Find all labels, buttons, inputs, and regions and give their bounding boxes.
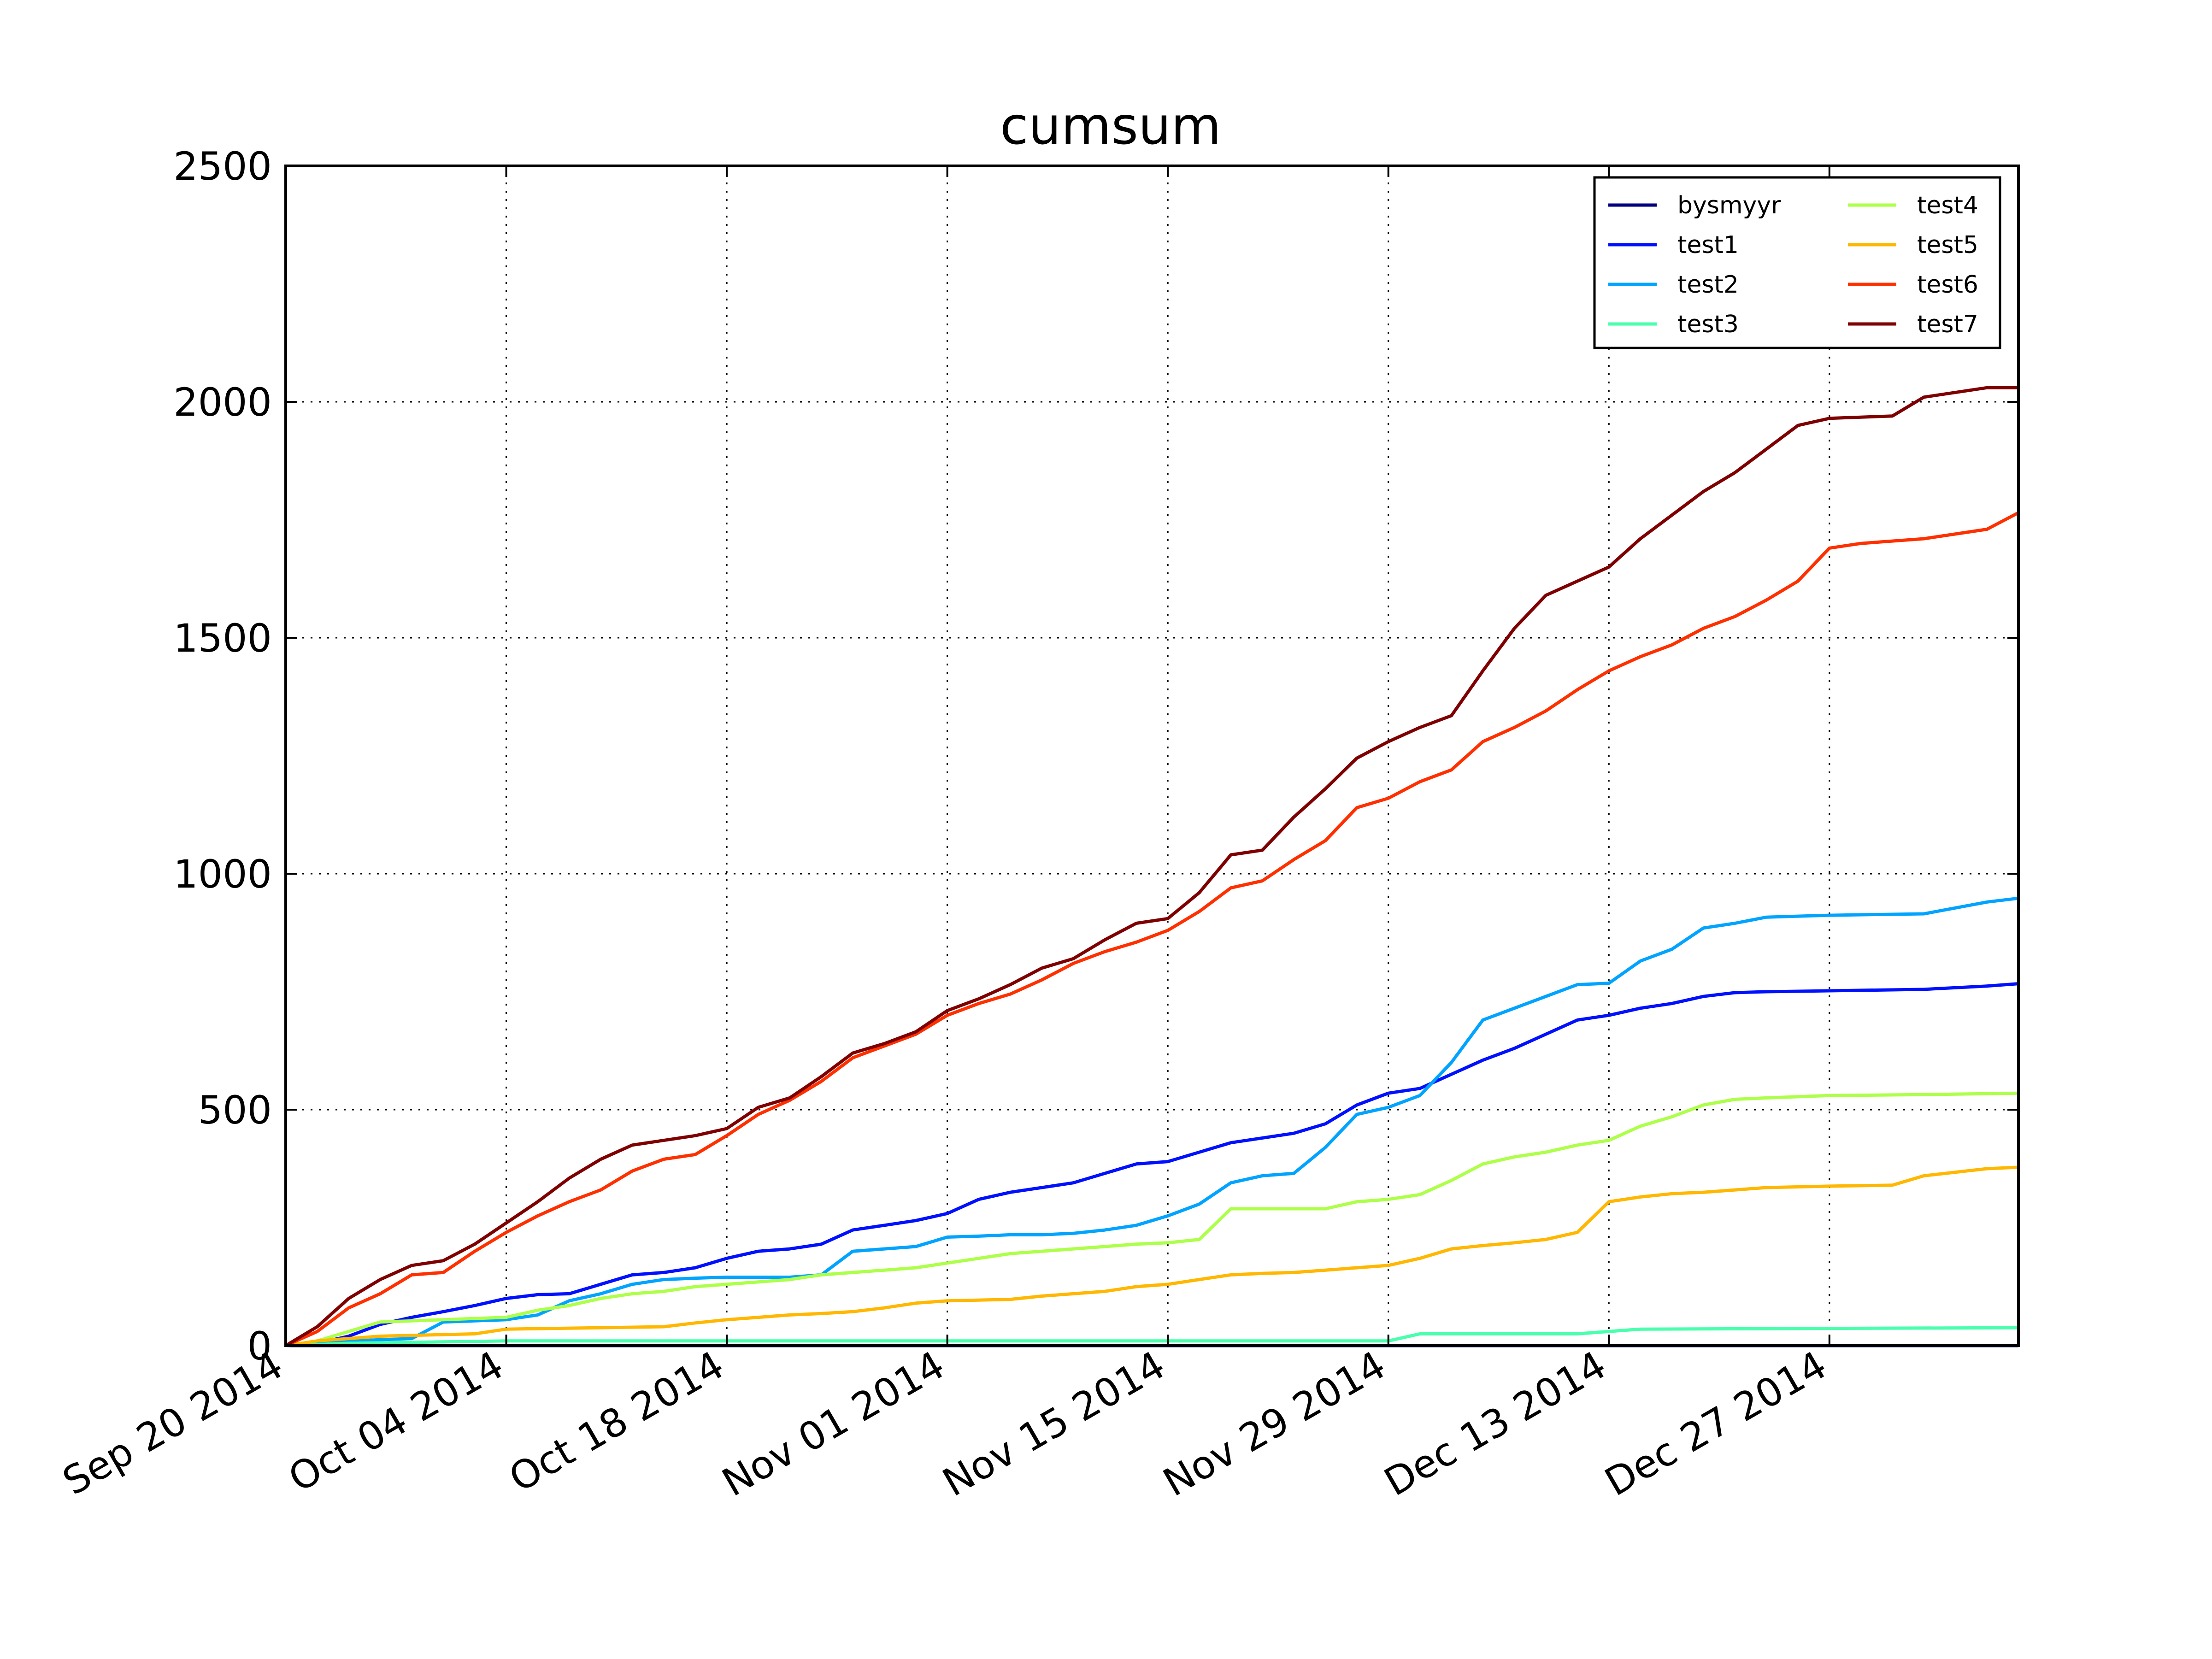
y-tick-label: 1000 bbox=[173, 852, 272, 897]
y-tick-label: 2500 bbox=[173, 144, 272, 189]
legend: bysmyyr test1 test2 test3 test4 test5 test6 tes… bbox=[1593, 176, 2001, 349]
legend-label-test1: test1 bbox=[1677, 231, 1739, 259]
series-line-test1 bbox=[285, 982, 2019, 1347]
legend-label-test5: test5 bbox=[1917, 231, 1978, 259]
y-tick-label: 0 bbox=[247, 1324, 272, 1369]
grid-lines bbox=[286, 166, 2018, 1346]
series-line-test6 bbox=[285, 511, 2019, 1347]
y-tick-label: 500 bbox=[198, 1088, 272, 1133]
legend-label-test7: test7 bbox=[1917, 311, 1978, 338]
series-line-test7 bbox=[285, 386, 2018, 1347]
series-line-test4 bbox=[285, 1091, 2019, 1347]
series-line-test5 bbox=[285, 1165, 2019, 1347]
plot-frame bbox=[284, 165, 2020, 1347]
y-tick-label: 2000 bbox=[173, 380, 272, 425]
legend-label-test3: test3 bbox=[1677, 311, 1739, 338]
series-lines bbox=[285, 386, 2019, 1347]
chart-title: cumsum bbox=[1000, 96, 1221, 156]
series-line-test2 bbox=[285, 896, 2019, 1347]
legend-box bbox=[1593, 176, 2001, 349]
legend-label-test6: test6 bbox=[1917, 271, 1978, 299]
legend-label-bysmyyr: bysmyyr bbox=[1677, 192, 1781, 219]
y-tick-label: 1500 bbox=[173, 616, 272, 661]
legend-label-test2: test2 bbox=[1677, 271, 1739, 299]
series-line-test3 bbox=[285, 1326, 2019, 1347]
legend-label-test4: test4 bbox=[1917, 192, 1978, 219]
